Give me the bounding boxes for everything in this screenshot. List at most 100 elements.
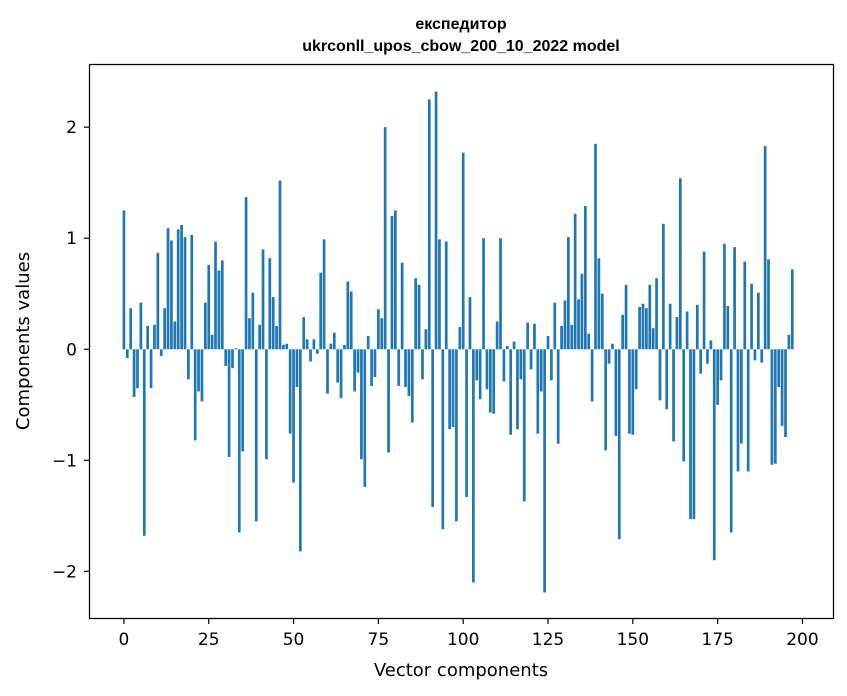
bar-151 bbox=[634, 349, 638, 390]
bar-141 bbox=[600, 293, 604, 350]
bar-29 bbox=[220, 260, 224, 350]
bar-191 bbox=[770, 349, 774, 465]
bar-86 bbox=[414, 278, 418, 350]
bar-30 bbox=[224, 349, 228, 366]
bar-83 bbox=[404, 349, 407, 388]
bar-87 bbox=[417, 284, 421, 350]
bar-169 bbox=[695, 304, 699, 350]
bar-58 bbox=[319, 272, 323, 350]
bar-57 bbox=[315, 349, 319, 354]
bar-167 bbox=[689, 349, 692, 520]
bar-106 bbox=[482, 238, 485, 350]
bar-116 bbox=[516, 349, 519, 430]
bar-56 bbox=[312, 339, 316, 350]
bar-39 bbox=[254, 349, 258, 522]
bar-38 bbox=[251, 292, 255, 350]
bar-51 bbox=[295, 349, 299, 388]
bar-49 bbox=[288, 349, 292, 434]
bar-10 bbox=[156, 252, 160, 350]
bar-15 bbox=[173, 321, 177, 350]
bar-14 bbox=[170, 240, 173, 350]
bar-137 bbox=[587, 333, 591, 350]
bar-164 bbox=[678, 178, 682, 350]
bar-175 bbox=[716, 349, 719, 405]
bar-144 bbox=[611, 343, 614, 350]
bar-48 bbox=[285, 343, 289, 350]
bar-62 bbox=[332, 332, 336, 350]
bar-194 bbox=[780, 349, 784, 426]
bar-178 bbox=[726, 305, 730, 350]
bar-66 bbox=[346, 281, 350, 350]
bar-65 bbox=[343, 344, 346, 350]
bar-92 bbox=[434, 91, 438, 350]
bar-157 bbox=[655, 278, 658, 350]
bar-70 bbox=[360, 349, 363, 460]
bar-128 bbox=[556, 349, 560, 444]
bar-82 bbox=[400, 262, 404, 350]
bar-11 bbox=[159, 349, 163, 356]
bar-107 bbox=[485, 349, 489, 390]
bar-108 bbox=[488, 349, 492, 413]
x-tick-label: 50 bbox=[283, 630, 305, 650]
bar-64 bbox=[339, 349, 343, 399]
bar-72 bbox=[366, 335, 370, 350]
bar-67 bbox=[349, 291, 353, 350]
x-tick-label: 200 bbox=[786, 630, 818, 650]
bar-184 bbox=[746, 349, 750, 472]
bar-19 bbox=[187, 349, 190, 380]
bar-9 bbox=[153, 324, 156, 350]
bar-156 bbox=[651, 328, 655, 350]
bar-165 bbox=[682, 349, 686, 462]
bar-130 bbox=[563, 300, 567, 350]
bar-189 bbox=[763, 146, 767, 350]
chart-title: експедитор bbox=[415, 16, 507, 33]
bar-28 bbox=[217, 270, 221, 350]
bar-94 bbox=[441, 349, 445, 530]
bar-68 bbox=[353, 349, 356, 392]
bar-171 bbox=[702, 251, 706, 350]
bar-185 bbox=[750, 283, 753, 350]
bar-31 bbox=[227, 349, 231, 457]
bar-183 bbox=[743, 261, 747, 350]
bar-176 bbox=[719, 349, 723, 381]
bar-90 bbox=[427, 99, 431, 350]
x-tick-label: 75 bbox=[368, 630, 390, 650]
bar-60 bbox=[326, 349, 329, 394]
bar-89 bbox=[424, 329, 428, 350]
bar-5 bbox=[139, 302, 143, 350]
bar-40 bbox=[258, 324, 261, 350]
x-tick-label: 175 bbox=[701, 630, 733, 650]
bar-145 bbox=[614, 349, 618, 436]
bar-55 bbox=[309, 349, 312, 362]
bar-80 bbox=[393, 210, 397, 350]
bar-23 bbox=[200, 349, 204, 402]
bar-33 bbox=[234, 348, 238, 350]
bar-1 bbox=[125, 349, 129, 359]
bar-159 bbox=[662, 223, 665, 350]
bar-110 bbox=[495, 321, 499, 350]
bar-138 bbox=[590, 349, 594, 402]
bar-103 bbox=[472, 349, 475, 583]
bar-46 bbox=[278, 180, 282, 350]
bar-170 bbox=[699, 349, 703, 374]
bar-24 bbox=[203, 302, 207, 350]
bar-84 bbox=[407, 349, 411, 396]
bar-142 bbox=[604, 349, 608, 451]
y-tick-label: −2 bbox=[52, 562, 77, 582]
bar-174 bbox=[712, 349, 716, 561]
bar-115 bbox=[512, 341, 516, 350]
bar-12 bbox=[163, 308, 166, 350]
bar-16 bbox=[176, 229, 180, 350]
bar-93 bbox=[438, 239, 441, 350]
x-tick-label: 125 bbox=[532, 630, 564, 650]
bar-8 bbox=[149, 349, 153, 389]
bar-140 bbox=[597, 258, 601, 350]
bar-88 bbox=[421, 349, 424, 380]
bar-196 bbox=[787, 334, 791, 350]
bar-127 bbox=[553, 302, 557, 350]
bar-98 bbox=[455, 349, 458, 522]
bar-118 bbox=[522, 349, 526, 502]
bars-group bbox=[122, 91, 794, 593]
bar-124 bbox=[543, 349, 546, 593]
bar-180 bbox=[733, 247, 736, 350]
